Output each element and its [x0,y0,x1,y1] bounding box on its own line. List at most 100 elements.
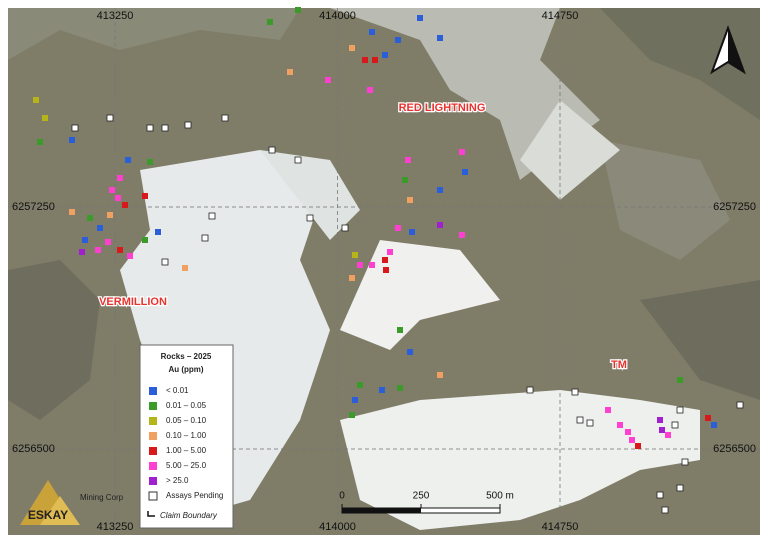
legend-swatch [149,417,157,425]
sample [287,69,293,75]
sample [306,214,314,222]
sample [705,415,711,421]
sample [295,7,301,13]
legend-label: 0.05 – 0.10 [166,416,207,425]
coord-label: 6257250 [12,201,55,213]
sample [437,222,443,228]
sample [397,327,403,333]
sample [629,437,635,443]
sample [681,458,689,466]
scale-bar: 0 250 500 m [339,491,514,514]
place-label: RED LIGHTNING [399,102,486,114]
sample [341,224,349,232]
sample [605,407,611,413]
legend-swatch [149,447,157,455]
sample [105,239,111,245]
sample [69,137,75,143]
sample [107,212,113,218]
legend-label: 5.00 – 25.0 [166,461,207,470]
sample [362,57,368,63]
scale-label: 0 [339,491,345,502]
sample [294,156,302,164]
sample [357,262,363,268]
sample [352,397,358,403]
sample [671,421,679,429]
coord-label: 413250 [97,10,134,22]
sample [161,258,169,266]
sample [382,257,388,263]
coord-label: 413250 [97,521,134,533]
legend: Rocks – 2025 Au (ppm) < 0.01 0.01 – 0.05 0… [139,344,234,529]
sample [42,115,48,121]
legend-label: > 25.0 [166,476,189,485]
grid [8,8,760,535]
claim-symbol [147,511,155,517]
sample [125,157,131,163]
sample [82,237,88,243]
sample [665,432,671,438]
sample [576,416,584,424]
sample [383,267,389,273]
sample [586,419,594,427]
legend-label: Claim Boundary [160,511,218,520]
sample [407,197,413,203]
sample [402,177,408,183]
sample [625,429,631,435]
logo: ESKAY Mining Corp [20,480,124,525]
sample [369,29,375,35]
sample [379,387,385,393]
legend-label: < 0.01 [166,386,189,395]
legend-label: 0.10 – 1.00 [166,431,207,440]
sample [79,249,85,255]
coord-label: 414750 [542,10,579,22]
sample [184,121,192,129]
legend-title: Rocks – 2025 [161,352,212,361]
sample [267,19,273,25]
coord-label: 6256500 [12,443,55,455]
legend-swatch [149,477,157,485]
sample [109,187,115,193]
place-label: VERMILLION [99,296,167,308]
sample [372,57,378,63]
sample [127,253,133,259]
logo-name: ESKAY [28,508,68,522]
sample [117,247,123,253]
sample [106,114,114,122]
sample [33,97,39,103]
sample [397,385,403,391]
sample [115,195,121,201]
north-arrow [710,25,746,75]
sample [142,193,148,199]
sample [87,215,93,221]
scale-label: 500 m [486,491,514,502]
sample [659,427,665,433]
legend-subtitle: Au (ppm) [168,365,203,374]
sample [635,443,641,449]
sample [367,87,373,93]
sample [369,262,375,268]
sample [571,388,579,396]
samples [33,7,744,514]
coord-label: 414000 [319,10,356,22]
sample [395,225,401,231]
logo-company: Mining Corp [80,493,124,502]
coord-label: 6257250 [713,201,756,213]
sample [526,386,534,394]
sample [325,77,331,83]
legend-swatch [149,462,157,470]
sample [161,124,169,132]
sample [97,225,103,231]
sample [657,417,663,423]
sample [617,422,623,428]
sample [437,187,443,193]
sample [349,45,355,51]
sample [661,506,669,514]
coord-label: 414000 [319,521,356,533]
sample [146,124,154,132]
sample [147,159,153,165]
legend-label: 1.00 – 5.00 [166,446,207,455]
coord-label: 414750 [542,521,579,533]
legend-swatch [148,491,158,501]
sample [407,349,413,355]
